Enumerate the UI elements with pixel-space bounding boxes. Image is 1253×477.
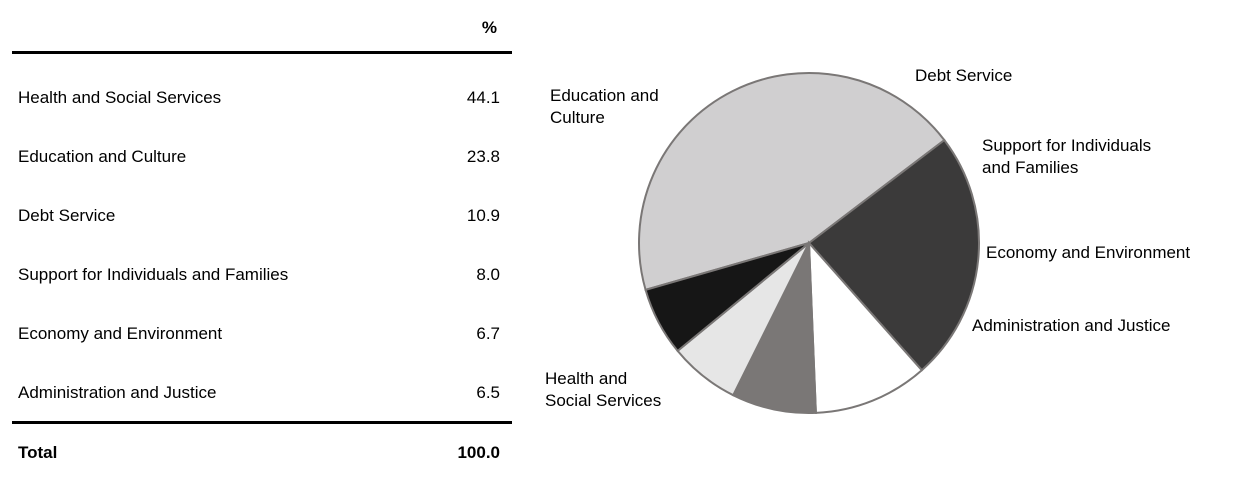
pie-slice bbox=[638, 72, 946, 292]
slice-label: Health and Social Services bbox=[545, 369, 661, 410]
percent-column-header: % bbox=[481, 18, 497, 37]
row-value: 6.7 bbox=[476, 324, 500, 343]
slice-label-line: Administration and Justice bbox=[972, 316, 1170, 335]
slice-label-line: Education and bbox=[550, 86, 659, 105]
slice-label-line: Health and bbox=[545, 369, 627, 388]
slice-label: Administration and Justice bbox=[972, 316, 1170, 335]
row-value: 6.5 bbox=[476, 383, 500, 402]
table-row: Education and Culture 23.8 bbox=[12, 147, 512, 171]
pie-slices bbox=[638, 72, 980, 414]
data-table: % Health and Social Services 44.1 Educat… bbox=[12, 0, 512, 477]
table-row: Administration and Justice 6.5 bbox=[12, 383, 512, 407]
row-label: Debt Service bbox=[18, 206, 116, 225]
slice-label-line: Debt Service bbox=[915, 66, 1012, 85]
bottom-rule bbox=[12, 421, 512, 424]
row-value: 44.1 bbox=[466, 88, 500, 107]
slice-label-line: Social Services bbox=[545, 391, 661, 410]
table-row: Economy and Environment 6.7 bbox=[12, 324, 512, 348]
table-row: Support for Individuals and Families 8.0 bbox=[12, 265, 512, 289]
total-value: 100.0 bbox=[457, 443, 500, 462]
top-rule bbox=[12, 51, 512, 54]
slice-label-line: Economy and Environment bbox=[986, 243, 1190, 262]
slice-label: Debt Service bbox=[915, 66, 1012, 85]
slice-label: Support for Individuals and Families bbox=[982, 136, 1151, 177]
table-row: Debt Service 10.9 bbox=[12, 206, 512, 230]
row-label: Health and Social Services bbox=[18, 88, 222, 107]
pie-labels: Health and Social Services Education and Cu… bbox=[545, 66, 1190, 410]
row-value: 10.9 bbox=[466, 206, 500, 225]
slice-label: Education and Culture bbox=[550, 86, 659, 127]
slice-label-line: Culture bbox=[550, 108, 605, 127]
row-label: Economy and Environment bbox=[18, 324, 223, 343]
pie-slice bbox=[807, 138, 980, 372]
pie-slice bbox=[644, 242, 810, 353]
row-value: 23.8 bbox=[466, 147, 500, 166]
total-label: Total bbox=[18, 443, 58, 462]
table-row: Health and Social Services 44.1 bbox=[12, 88, 512, 112]
row-label: Support for Individuals and Families bbox=[18, 265, 289, 284]
row-label: Education and Culture bbox=[18, 147, 187, 166]
row-value: 8.0 bbox=[476, 265, 500, 284]
pie-slice bbox=[807, 240, 924, 414]
row-label: Administration and Justice bbox=[18, 383, 217, 402]
pie-chart: Health and Social Services Education and Cu… bbox=[545, 66, 1190, 414]
total-row: Total 100.0 bbox=[12, 443, 512, 467]
slice-label: Economy and Environment bbox=[986, 243, 1190, 262]
slice-label-line: and Families bbox=[982, 158, 1078, 177]
slice-label-line: Support for Individuals bbox=[982, 136, 1151, 155]
